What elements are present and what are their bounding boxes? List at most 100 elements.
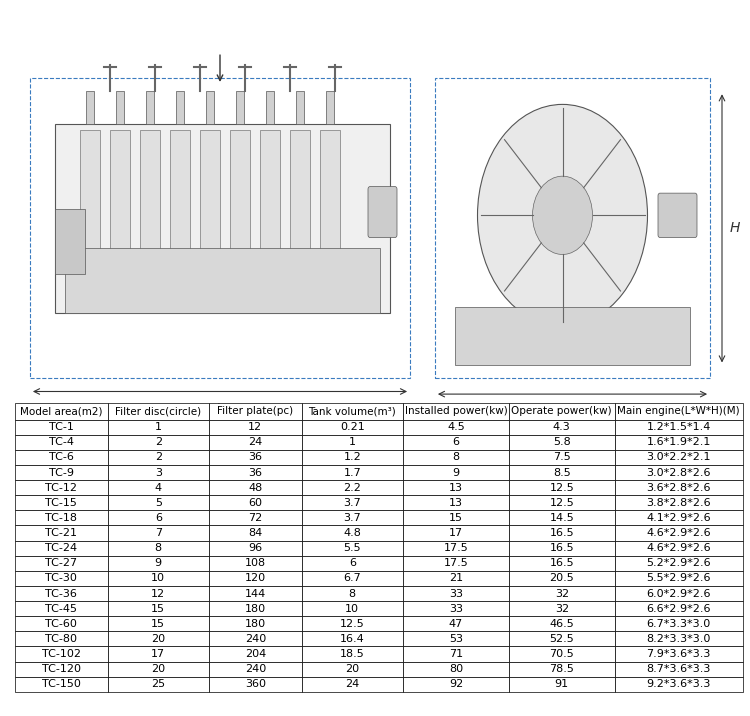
Text: 5.5: 5.5 [344,543,361,553]
Text: 71: 71 [448,649,463,659]
Text: TC-24: TC-24 [45,543,77,553]
Bar [302,450,403,465]
Bar [170,130,190,300]
Bar [403,480,508,495]
Bar [302,677,403,692]
Bar [615,556,742,571]
Bar [403,526,508,541]
Bar [509,677,615,692]
Bar [403,647,508,662]
Text: 20: 20 [152,664,165,674]
Text: 33: 33 [449,589,463,599]
Bar [615,435,742,450]
Bar [403,662,508,677]
Text: 2.2: 2.2 [344,483,362,493]
Bar [509,541,615,556]
Text: 1.6*1.9*2.1: 1.6*1.9*2.1 [646,437,711,448]
Bar [302,403,403,420]
Bar [15,556,107,571]
Text: 15: 15 [152,604,165,614]
Bar [107,495,209,511]
Bar [15,571,107,586]
Text: TC-45: TC-45 [45,604,77,614]
Bar [509,450,615,465]
Bar [15,465,107,480]
Text: 3.0*2.2*2.1: 3.0*2.2*2.1 [646,453,711,463]
Bar [209,480,302,495]
Text: 20: 20 [152,634,165,644]
Text: 3.6*2.8*2.6: 3.6*2.8*2.6 [646,483,711,493]
Text: 36: 36 [248,468,262,478]
Bar [209,662,302,677]
Text: 6: 6 [154,513,162,523]
Bar [509,571,615,586]
Text: TC-60: TC-60 [45,619,77,629]
Bar [403,420,508,435]
Text: 78.5: 78.5 [549,664,574,674]
Bar [615,420,742,435]
Bar [302,586,403,601]
Bar [209,495,302,511]
Text: 96: 96 [248,543,262,553]
Bar [403,541,508,556]
Text: TC-18: TC-18 [45,513,77,523]
Bar [403,632,508,647]
Bar [615,495,742,511]
Bar [107,601,209,616]
Bar [209,677,302,692]
Bar [302,556,403,571]
Bar [615,480,742,495]
Bar [15,616,107,632]
Bar [615,526,742,541]
Bar [209,601,302,616]
Text: 91: 91 [555,679,568,690]
Text: 120: 120 [244,574,266,584]
Bar [15,586,107,601]
Text: 4.8: 4.8 [344,528,362,538]
Bar [209,403,302,420]
Bar [302,480,403,495]
Text: 8: 8 [154,543,162,553]
Text: L: L [216,402,223,416]
Bar [509,435,615,450]
Bar [302,420,403,435]
Text: TC-150: TC-150 [42,679,81,690]
Text: 14.5: 14.5 [550,513,574,523]
Bar [107,403,209,420]
Bar [615,450,742,465]
Text: 1.7: 1.7 [344,468,362,478]
Text: 92: 92 [448,679,463,690]
Text: 32: 32 [555,589,568,599]
Text: TC-1: TC-1 [49,422,74,432]
Text: 20.5: 20.5 [550,574,574,584]
Text: 8: 8 [349,589,355,599]
Text: 2: 2 [154,453,162,463]
Text: 144: 144 [244,589,266,599]
Text: 108: 108 [244,558,266,569]
Bar [209,420,302,435]
Text: TC-36: TC-36 [45,589,77,599]
Text: 12.5: 12.5 [550,483,574,493]
Bar [615,647,742,662]
Bar [455,306,690,365]
Text: 4.1*2.9*2.6: 4.1*2.9*2.6 [646,513,711,523]
Text: 180: 180 [244,619,266,629]
Bar [290,130,310,300]
Text: 1: 1 [349,437,355,448]
Bar [296,92,304,124]
Text: 24: 24 [345,679,359,690]
Bar [302,541,403,556]
Text: 13: 13 [449,498,463,508]
Text: 3.8*2.8*2.6: 3.8*2.8*2.6 [646,498,711,508]
Bar [403,465,508,480]
Bar [615,403,742,420]
Bar [615,616,742,632]
Text: 1.2: 1.2 [344,453,362,463]
Text: 3: 3 [154,468,162,478]
Text: 9.2*3.6*3.3: 9.2*3.6*3.3 [646,679,711,690]
Text: 6.0*2.9*2.6: 6.0*2.9*2.6 [646,589,711,599]
Bar [209,541,302,556]
Text: 1: 1 [154,422,162,432]
Bar [107,541,209,556]
Bar [107,465,209,480]
